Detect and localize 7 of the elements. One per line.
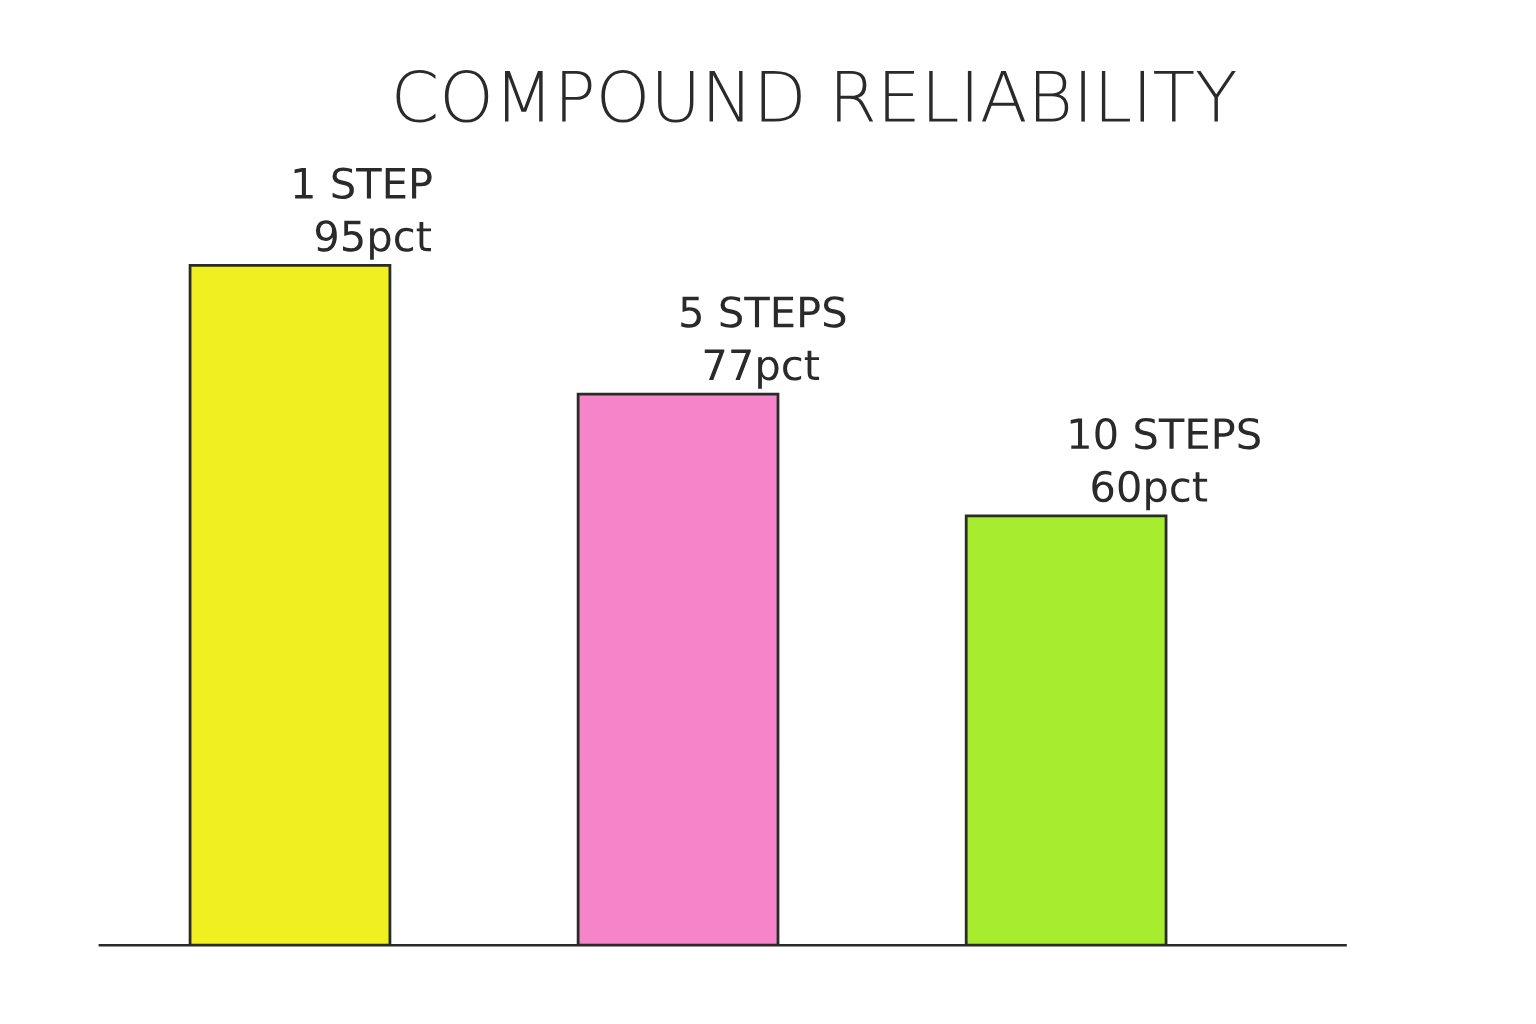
data-label: 60pct xyxy=(1092,470,1208,511)
data-label: 95pct xyxy=(315,220,431,260)
x-tick-label: 1 STEP xyxy=(294,167,432,199)
chart-title: COMPOUND RELIABILITY xyxy=(396,70,1236,123)
x-tick-label: 5 STEPS xyxy=(681,296,846,328)
x-tick-label: 10 STEPS xyxy=(1070,417,1260,450)
data-label: 77pct xyxy=(704,349,820,389)
